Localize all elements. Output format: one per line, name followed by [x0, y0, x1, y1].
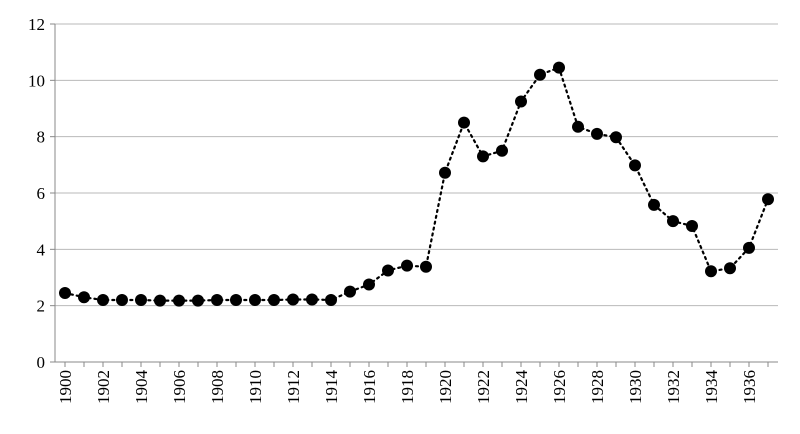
x-tick-label: 1906 [170, 370, 189, 404]
x-tick-label: 1926 [550, 370, 569, 404]
data-point-1930 [629, 159, 641, 172]
data-point-1928 [591, 127, 603, 140]
y-tick-label: 10 [28, 71, 45, 90]
y-tick-label: 0 [37, 353, 46, 372]
data-point-1932 [667, 215, 679, 228]
x-tick-label: 1904 [132, 370, 151, 405]
data-point-1914 [325, 294, 337, 307]
data-point-1911 [268, 294, 280, 307]
data-point-1926 [553, 61, 565, 74]
y-tick-label: 8 [37, 128, 46, 147]
x-axis-tick-labels: 1900 1902 1904 1906 1908 1910 1912 1914 1916 1918… [56, 370, 759, 405]
data-point-1937 [762, 193, 774, 206]
x-tick-label: 1918 [398, 370, 417, 404]
y-tick-label: 12 [28, 15, 45, 34]
data-point-1924 [515, 95, 527, 108]
y-tick-label: 2 [37, 297, 46, 316]
x-tick-label: 1902 [94, 370, 113, 404]
data-point-1908 [211, 294, 223, 307]
data-point-1921 [458, 116, 470, 129]
gridlines [55, 23, 778, 307]
x-tick-label: 1924 [512, 370, 531, 405]
x-tick-label: 1912 [284, 370, 303, 404]
x-tick-label: 1916 [360, 370, 379, 404]
data-point-1918 [401, 259, 413, 272]
data-point-1931 [648, 198, 660, 211]
y-axis-tick-labels: 0 2 4 6 8 10 12 [28, 15, 46, 372]
x-tick-label: 1934 [702, 370, 721, 405]
data-point-1922 [477, 150, 489, 163]
x-tick-label: 1928 [588, 370, 607, 404]
data-point-1909 [230, 294, 242, 307]
data-point-1900 [59, 286, 71, 299]
x-tick-label: 1910 [246, 370, 265, 404]
data-point-1920 [439, 166, 451, 179]
data-point-1902 [97, 294, 109, 307]
data-point-1915 [344, 285, 356, 298]
x-tick-label: 1930 [626, 370, 645, 404]
data-point-1919 [420, 260, 432, 273]
data-point-1929 [610, 131, 622, 144]
x-tick-label: 1900 [56, 370, 75, 404]
series-line [63, 66, 770, 302]
data-point-1901 [78, 291, 90, 304]
x-tick-label: 1922 [474, 370, 493, 404]
x-tick-label: 1908 [208, 370, 227, 404]
data-point-1925 [534, 68, 546, 81]
data-point-1927 [572, 120, 584, 133]
data-point-1933 [686, 219, 698, 232]
data-point-1904 [135, 294, 147, 307]
axes [50, 23, 778, 367]
data-point-1913 [306, 293, 318, 306]
data-point-1923 [496, 144, 508, 157]
data-point-1916 [363, 278, 375, 291]
series [59, 61, 774, 307]
data-point-1934 [705, 265, 717, 278]
y-tick-label: 6 [37, 184, 46, 203]
data-point-1907 [192, 294, 204, 307]
data-point-1917 [382, 264, 394, 277]
x-tick-label: 1920 [436, 370, 455, 404]
data-point-1905 [154, 294, 166, 307]
y-tick-label: 4 [37, 240, 46, 259]
data-point-1935 [724, 262, 736, 275]
data-point-1906 [173, 294, 185, 307]
data-point-1910 [249, 294, 261, 307]
data-point-1903 [116, 294, 128, 307]
data-point-1912 [287, 293, 299, 306]
x-tick-label: 1936 [740, 370, 759, 404]
data-point-1936 [743, 241, 755, 254]
x-tick-label: 1914 [322, 370, 341, 405]
x-tick-label: 1932 [664, 370, 683, 404]
